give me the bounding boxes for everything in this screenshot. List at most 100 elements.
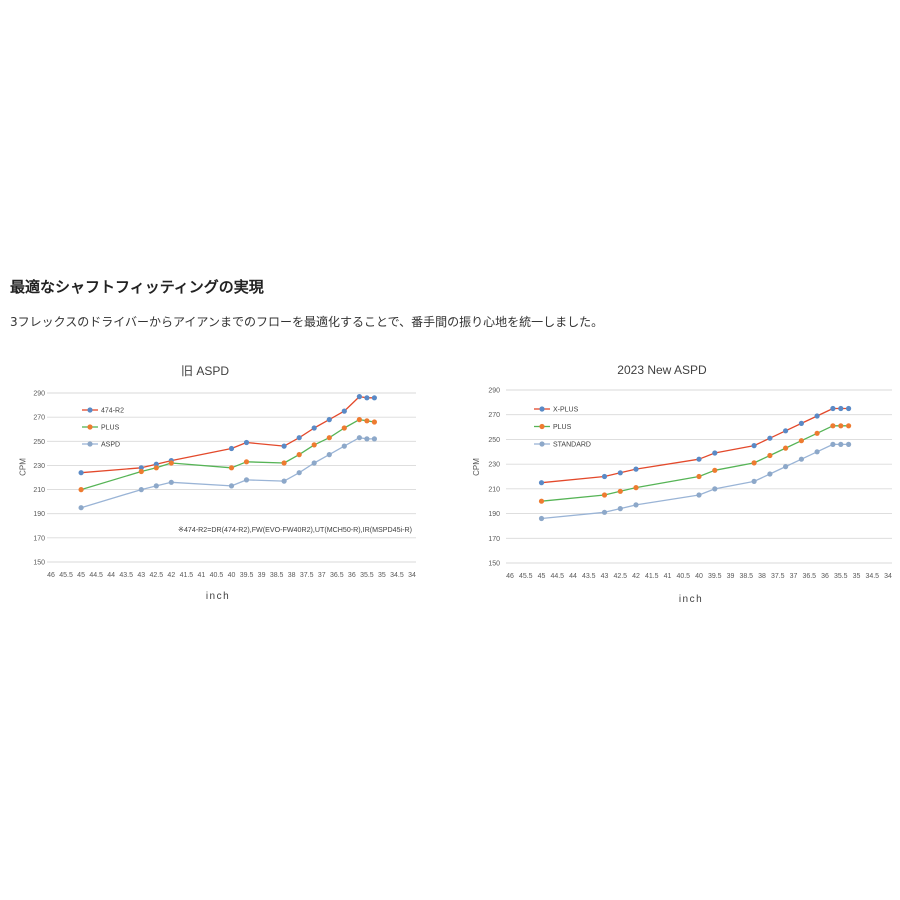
data-point <box>228 445 235 452</box>
legend-item: X-PLUS <box>534 406 579 414</box>
legend-label: PLUS <box>553 424 572 431</box>
x-tick-label: 42.5 <box>149 572 163 579</box>
x-tick-label: 44 <box>569 573 577 580</box>
x-tick-label: 38 <box>288 572 296 579</box>
data-point <box>168 460 174 466</box>
series-line <box>541 443 849 520</box>
x-tick-label: 37 <box>318 572 326 579</box>
y-tick-label: 210 <box>33 487 45 494</box>
data-point <box>281 443 287 449</box>
data-point <box>633 502 639 508</box>
data-point <box>341 408 347 414</box>
data-point <box>356 417 362 423</box>
legend-label: STANDARD <box>553 442 591 449</box>
data-point <box>296 435 302 441</box>
x-tick-label: 42 <box>632 573 640 580</box>
data-point <box>783 464 789 470</box>
x-tick-label: 34 <box>408 572 416 579</box>
data-point <box>601 509 608 515</box>
data-point <box>243 459 250 465</box>
x-tick-label: 39.5 <box>240 572 254 579</box>
data-point <box>356 394 362 400</box>
data-point <box>846 405 852 412</box>
data-point <box>798 456 804 462</box>
y-tick-label: 170 <box>488 536 500 543</box>
x-tick-label: 34 <box>884 573 892 580</box>
x-tick-label: 38 <box>758 573 766 580</box>
data-point <box>311 442 317 448</box>
data-point <box>341 443 347 449</box>
old-aspd-chart: 旧 ASPD CPM inch 150 170 190 210 230 250 270 290… <box>19 364 416 602</box>
x-tick-label: 34.5 <box>865 573 879 580</box>
data-point <box>712 486 718 492</box>
series-line <box>541 407 849 484</box>
legend-item: PLUS <box>82 424 120 432</box>
y-axis-title: CPM <box>19 458 28 476</box>
data-point <box>326 452 332 458</box>
legend-item: STANDARD <box>534 441 591 449</box>
data-point <box>846 441 852 447</box>
series-line <box>81 395 375 474</box>
x-tick-label: 39.5 <box>708 573 722 580</box>
data-point <box>538 515 545 522</box>
x-tick-label: 36.5 <box>802 573 816 580</box>
data-point <box>371 395 377 401</box>
data-point <box>751 460 757 466</box>
x-tick-label: 35 <box>853 573 861 580</box>
data-point <box>696 492 702 498</box>
data-point <box>281 478 287 484</box>
chart-title: 旧 ASPD <box>181 364 229 378</box>
data-point <box>311 460 317 466</box>
data-point <box>296 470 302 476</box>
x-tick-label: 38.5 <box>270 572 284 579</box>
x-tick-label: 41 <box>198 572 206 579</box>
data-point <box>633 466 639 472</box>
data-point <box>138 487 144 493</box>
y-tick-label: 150 <box>488 561 500 568</box>
data-point <box>371 436 377 442</box>
data-point <box>838 405 844 412</box>
new-aspd-chart: 2023 New ASPD CPM inch 150 170 190 210 230 25… <box>472 363 892 605</box>
x-tick-label: 37 <box>790 573 798 580</box>
legend-swatch-marker <box>87 441 93 447</box>
data-point <box>767 471 773 477</box>
plot-area: 150 170 190 210 230 250 270 290 46 45.5 45 44.5 44 43… <box>488 388 892 580</box>
y-tick-label: 170 <box>33 535 45 542</box>
data-point <box>153 483 159 489</box>
x-tick-label: 38.5 <box>739 573 753 580</box>
y-tick-label: 270 <box>488 412 500 419</box>
data-point <box>243 439 250 446</box>
x-tick-label: 35.5 <box>360 572 374 579</box>
chart-title: 2023 New ASPD <box>617 363 707 377</box>
data-point <box>696 473 702 480</box>
data-point <box>751 478 757 484</box>
legend-swatch-marker <box>539 423 545 430</box>
x-tick-label: 41.5 <box>645 573 659 580</box>
x-tick-label: 35 <box>378 572 386 579</box>
legend-label: X-PLUS <box>553 407 579 414</box>
x-tick-label: 44.5 <box>89 572 103 579</box>
y-tick-label: 270 <box>33 415 45 422</box>
x-tick-label: 39 <box>727 573 735 580</box>
series-line <box>541 425 849 502</box>
data-point <box>830 405 836 412</box>
data-point <box>601 492 608 498</box>
data-point <box>228 465 235 471</box>
data-point <box>78 487 84 493</box>
x-tick-label: 39 <box>258 572 266 579</box>
data-point <box>712 467 718 473</box>
x-tick-label: 43.5 <box>119 572 133 579</box>
data-point <box>138 465 144 471</box>
legend-label: 474-R2 <box>101 408 124 415</box>
plot-area: 150 170 190 210 230 250 270 290 46 45.5 45 44.5 44 43… <box>33 391 416 579</box>
x-tick-label: 41.5 <box>180 572 194 579</box>
x-tick-label: 46 <box>506 573 514 580</box>
legend-swatch-marker <box>539 406 545 412</box>
data-point <box>296 452 302 458</box>
data-point <box>838 423 844 429</box>
y-tick-label: 210 <box>488 486 500 493</box>
data-point <box>696 456 702 462</box>
data-point <box>846 423 852 429</box>
legend-item: PLUS <box>534 423 572 431</box>
data-point <box>364 395 370 401</box>
